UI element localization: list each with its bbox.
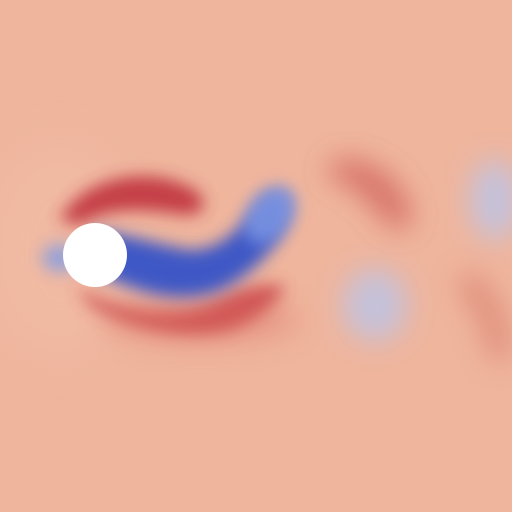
cylinder [63, 223, 127, 287]
right-blue-vortex [470, 160, 512, 240]
downstream-blue-vortex [343, 269, 407, 341]
wake-tail [244, 185, 296, 245]
bottom-halo [100, 295, 300, 345]
wake-negative-vortex [95, 190, 291, 297]
top-shear-layer [60, 176, 204, 225]
right-red-vortex [455, 270, 512, 360]
downstream-red-vortex [325, 159, 411, 230]
